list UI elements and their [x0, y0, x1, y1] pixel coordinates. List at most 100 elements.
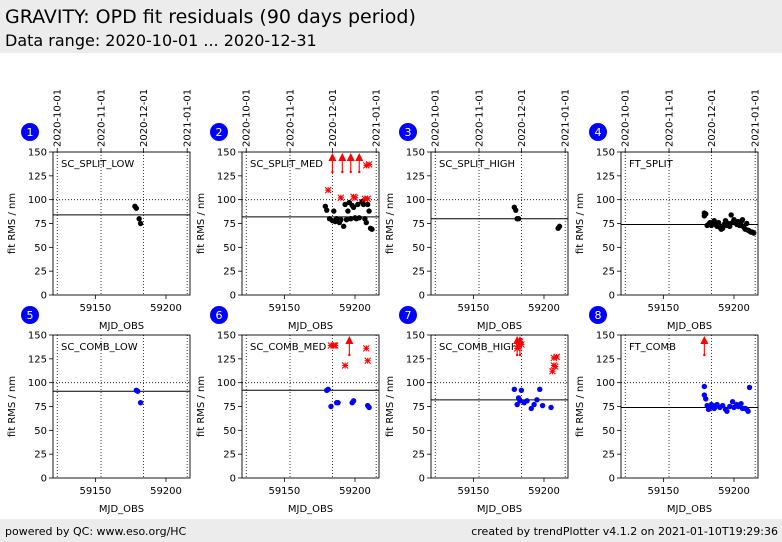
- data-point: [548, 404, 554, 411]
- data-point: [556, 223, 563, 230]
- data-point: [325, 386, 331, 393]
- x-tick-label: 59200: [718, 303, 750, 314]
- y-tick-label: 75: [412, 219, 425, 230]
- outlier-marker: [364, 195, 372, 203]
- data-point: [703, 396, 709, 402]
- y-tick-label: 0: [230, 474, 236, 485]
- panel-2: 2 0 25 50 75 100 125 150 59150 59200 MJD_OBS fit RM…: [196, 123, 380, 332]
- data-point: [356, 215, 362, 221]
- data-point: [745, 408, 751, 414]
- y-tick-label: 25: [412, 267, 425, 278]
- y-tick-label: 50: [602, 243, 615, 254]
- x-tick-label: 59200: [528, 303, 560, 314]
- data-point: [350, 204, 357, 210]
- panel-badge: [210, 123, 228, 141]
- y-tick-label: 125: [28, 171, 47, 182]
- plot-area: [52, 334, 191, 479]
- y-tick-label: 125: [596, 171, 615, 182]
- outlier-marker: [551, 363, 559, 370]
- y-tick-label: 125: [217, 171, 236, 182]
- y-tick-label: 150: [28, 331, 47, 342]
- upper-limit-arrow: [700, 336, 709, 357]
- date-tick-label: 2020-10-01: [431, 89, 442, 147]
- y-tick-label: 125: [217, 354, 236, 365]
- y-axis-label: fit RMS / nm: [7, 376, 18, 437]
- x-tick-label: 59200: [150, 486, 182, 497]
- data-point: [340, 223, 347, 230]
- date-tick-label: 2020-12-01: [517, 89, 528, 147]
- page-footer: powered by QC: www.eso.org/HC created by…: [0, 519, 782, 542]
- x-tick-label: 59150: [647, 486, 679, 497]
- panel-label: SC_COMB_LOW: [61, 342, 138, 353]
- data-point: [511, 386, 518, 393]
- upper-limit-arrow: [345, 336, 354, 357]
- x-tick-label: 59200: [150, 303, 182, 314]
- data-point: [729, 399, 736, 405]
- date-axis-1: 2020-10-01 2020-11-01 2020-12-01 2021-01-01: [53, 89, 194, 152]
- y-tick-label: 25: [602, 450, 615, 461]
- data-point: [331, 208, 337, 214]
- date-tick-label: 2020-11-01: [475, 89, 486, 147]
- y-tick-label: 50: [34, 426, 47, 437]
- panel-badge: [21, 306, 39, 324]
- plot-area: [241, 151, 380, 296]
- y-tick-label: 25: [223, 267, 236, 278]
- data-point: [518, 387, 525, 393]
- data-point: [342, 201, 348, 208]
- y-tick-label: 150: [217, 331, 236, 342]
- outlier-marker: [364, 357, 372, 365]
- y-tick-label: 100: [217, 195, 236, 206]
- y-tick-label: 100: [406, 195, 425, 206]
- data-point: [366, 208, 372, 214]
- y-axis-label: fit RMS / nm: [196, 376, 207, 437]
- panel-4: 4 0 25 50 75 100 125 150 59150 59200 MJD_OBS fit RM…: [575, 123, 759, 332]
- data-point: [534, 397, 540, 403]
- data-point: [324, 207, 330, 213]
- panel-badge-number: 4: [595, 126, 602, 139]
- x-axis-label: MJD_OBS: [288, 504, 333, 515]
- outlier-marker: [324, 186, 332, 194]
- y-axis-label: fit RMS / nm: [385, 193, 396, 254]
- x-axis-label: MJD_OBS: [99, 321, 144, 332]
- data-point: [343, 216, 350, 223]
- upper-limit-arrow: [355, 153, 364, 174]
- x-tick-label: 59150: [268, 303, 300, 314]
- page-header: GRAVITY: OPD fit residuals (90 days peri…: [0, 0, 782, 53]
- y-tick-label: 100: [28, 195, 47, 206]
- data-point: [137, 220, 144, 227]
- date-tick-label: 2020-10-01: [621, 89, 632, 147]
- plot-area: [430, 334, 569, 479]
- y-tick-label: 50: [34, 243, 47, 254]
- y-tick-label: 25: [34, 267, 47, 278]
- y-tick-label: 125: [406, 354, 425, 365]
- y-tick-label: 0: [41, 474, 47, 485]
- y-tick-label: 150: [28, 148, 47, 159]
- outlier-marker: [331, 342, 339, 349]
- outlier-marker: [337, 194, 345, 202]
- y-tick-label: 150: [596, 331, 615, 342]
- footer-credit: powered by QC: www.eso.org/HC: [5, 525, 187, 538]
- data-point: [746, 384, 753, 391]
- data-point: [360, 201, 367, 208]
- panel-badge-number: 2: [216, 126, 223, 139]
- panel-label: SC_COMB_MED: [250, 342, 327, 353]
- x-tick-label: 59150: [79, 486, 111, 497]
- y-tick-label: 25: [34, 450, 47, 461]
- panel-label: SC_SPLIT_MED: [250, 159, 323, 170]
- y-tick-label: 0: [41, 291, 47, 302]
- x-tick-label: 59150: [79, 303, 111, 314]
- x-axis-label: MJD_OBS: [477, 321, 522, 332]
- data-point: [724, 408, 730, 414]
- y-tick-label: 125: [28, 354, 47, 365]
- panel-badge-number: 8: [595, 309, 602, 322]
- panel-badge-number: 5: [27, 309, 34, 322]
- data-point: [751, 230, 757, 236]
- y-tick-label: 50: [602, 426, 615, 437]
- y-tick-label: 0: [609, 291, 615, 302]
- x-tick-label: 59150: [457, 303, 489, 314]
- y-tick-label: 100: [596, 195, 615, 206]
- y-tick-label: 25: [412, 450, 425, 461]
- y-tick-label: 150: [596, 148, 615, 159]
- data-point: [363, 219, 369, 226]
